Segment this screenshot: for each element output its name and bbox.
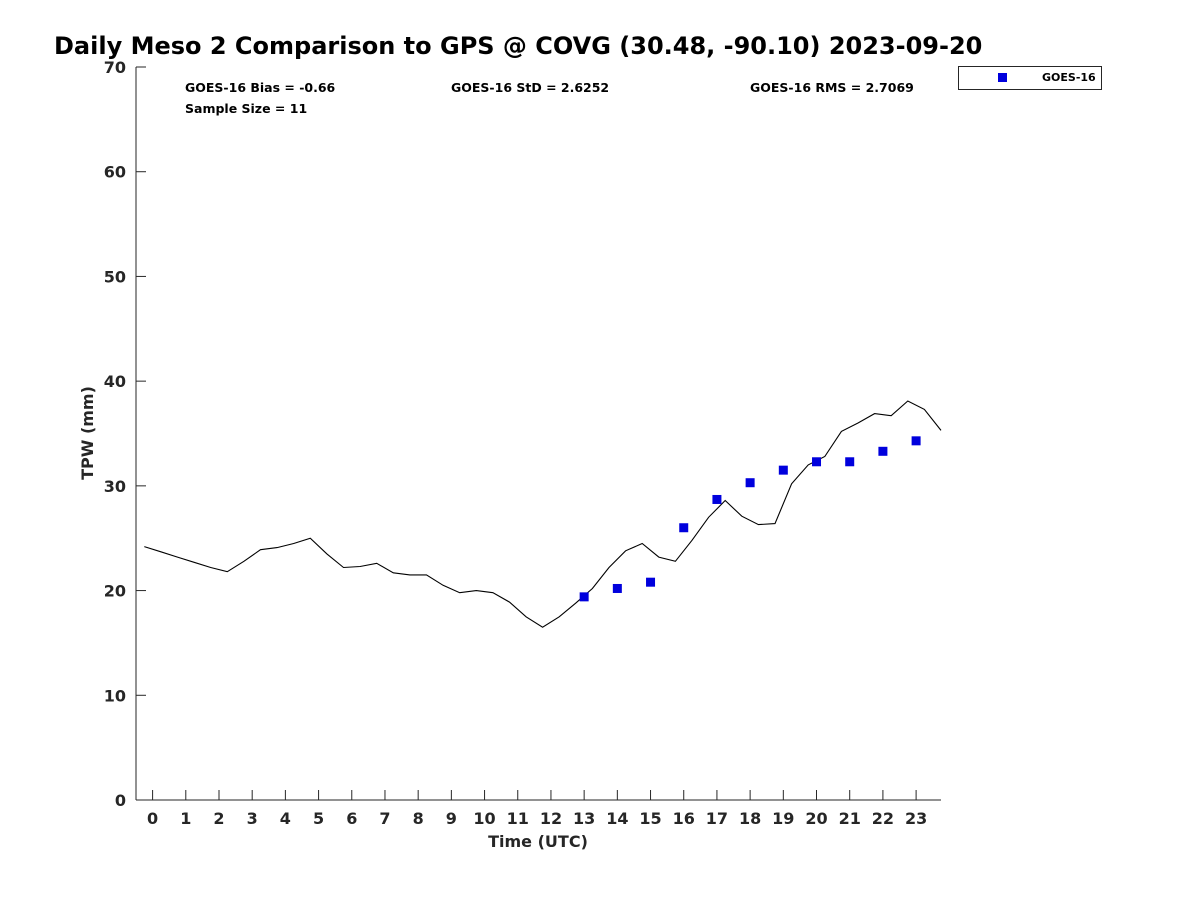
goes16-data-point bbox=[679, 523, 689, 533]
y-tick-label: 0 bbox=[115, 791, 126, 810]
goes16-data-point bbox=[646, 577, 656, 587]
x-tick-label: 9 bbox=[446, 809, 457, 828]
goes16-data-point bbox=[911, 436, 921, 446]
goes16-data-point bbox=[745, 478, 755, 488]
goes16-data-point bbox=[712, 494, 722, 504]
x-tick-label: 4 bbox=[280, 809, 291, 828]
x-tick-label: 23 bbox=[905, 809, 927, 828]
x-tick-label: 8 bbox=[413, 809, 424, 828]
x-tick-label: 20 bbox=[805, 809, 827, 828]
x-tick-label: 17 bbox=[706, 809, 728, 828]
x-tick-label: 16 bbox=[673, 809, 695, 828]
x-tick-label: 19 bbox=[772, 809, 794, 828]
y-tick-label: 40 bbox=[104, 372, 126, 391]
y-axis-label: TPW (mm) bbox=[78, 386, 97, 480]
std-annotation: GOES-16 StD = 2.6252 bbox=[451, 80, 609, 95]
series-layer bbox=[144, 400, 942, 628]
y-axis-ticks: 0 10 20 30 40 50 60 70 bbox=[104, 58, 146, 810]
plot-area: 0 1 2 3 4 5 6 7 8 9 10 11 12 13 14 15 16 17 18 19 20 21 22 23 0… bbox=[104, 58, 942, 828]
x-tick-label: 6 bbox=[346, 809, 357, 828]
x-tick-label: 14 bbox=[606, 809, 628, 828]
legend: GOES-16 bbox=[958, 66, 1102, 90]
x-tick-label: 11 bbox=[507, 809, 529, 828]
x-tick-label: 2 bbox=[213, 809, 224, 828]
x-axis-label: Time (UTC) bbox=[488, 832, 588, 851]
x-tick-label: 15 bbox=[639, 809, 661, 828]
y-tick-label: 60 bbox=[104, 163, 126, 182]
legend-label-goes16: GOES-16 bbox=[1042, 71, 1096, 84]
goes16-data-point bbox=[778, 465, 788, 475]
stats-annotations: GOES-16 Bias = -0.66 GOES-16 StD = 2.625… bbox=[185, 80, 914, 116]
y-tick-label: 30 bbox=[104, 477, 126, 496]
goes16-data-point bbox=[812, 457, 822, 467]
x-tick-label: 5 bbox=[313, 809, 324, 828]
bias-annotation: GOES-16 Bias = -0.66 bbox=[185, 80, 336, 95]
x-tick-label: 7 bbox=[379, 809, 390, 828]
x-tick-label: 12 bbox=[540, 809, 562, 828]
x-tick-label: 10 bbox=[473, 809, 495, 828]
legend-square-marker-icon bbox=[998, 73, 1007, 82]
y-tick-label: 20 bbox=[104, 582, 126, 601]
x-tick-label: 0 bbox=[147, 809, 158, 828]
gps-tpw-line bbox=[144, 400, 942, 628]
y-tick-label: 10 bbox=[104, 686, 126, 705]
x-axis-ticks: 0 1 2 3 4 5 6 7 8 9 10 11 12 13 14 15 16 17 18 19 20 21 22 23 bbox=[147, 790, 927, 828]
x-tick-label: 3 bbox=[247, 809, 258, 828]
rms-annotation: GOES-16 RMS = 2.7069 bbox=[750, 80, 914, 95]
sample-size-annotation: Sample Size = 11 bbox=[185, 101, 307, 116]
chart-title: Daily Meso 2 Comparison to GPS @ COVG (3… bbox=[54, 32, 982, 60]
y-tick-label: 50 bbox=[104, 267, 126, 286]
goes16-data-point bbox=[579, 592, 589, 602]
x-tick-label: 18 bbox=[739, 809, 761, 828]
legend-box bbox=[958, 66, 1102, 90]
x-tick-label: 1 bbox=[180, 809, 191, 828]
y-tick-label: 70 bbox=[104, 58, 126, 77]
x-tick-label: 21 bbox=[839, 809, 861, 828]
goes16-data-point bbox=[878, 446, 888, 456]
goes16-data-point bbox=[845, 457, 855, 467]
x-tick-label: 22 bbox=[872, 809, 894, 828]
x-tick-label: 13 bbox=[573, 809, 595, 828]
goes16-data-point bbox=[612, 583, 622, 593]
